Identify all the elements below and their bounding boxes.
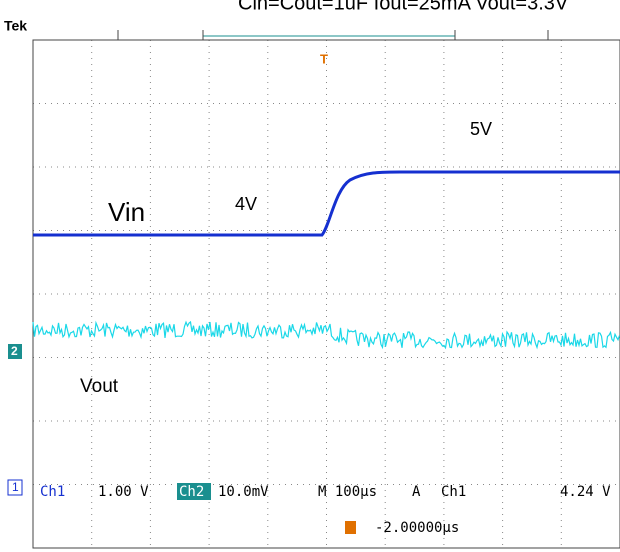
trigger-source: Ch1 — [441, 484, 466, 500]
trigger-marker: T — [320, 51, 328, 66]
vin-label: Vin — [108, 197, 145, 227]
ch2-scale: 10.0mV — [218, 484, 269, 500]
ch2-marker-label: 2 — [11, 344, 18, 358]
graticule — [33, 40, 620, 548]
graticule-border — [32, 39, 620, 549]
ch2-label: Ch2 — [179, 484, 204, 500]
timebase: M 100µs — [318, 484, 377, 500]
ch1-label: Ch1 — [40, 484, 65, 500]
position: -2.00000µs — [375, 520, 459, 536]
title: Cin=Cout=1uF Iout=25mA Vout=3.3V — [238, 0, 569, 14]
vout-trace — [32, 320, 620, 350]
position-icon — [345, 521, 356, 534]
ch1-scale: 1.00 V — [98, 484, 149, 500]
ch1-marker-label: 1 — [12, 480, 19, 494]
ch2-marker — [8, 344, 22, 359]
trigger-level: 4.24 V — [560, 484, 611, 500]
vin-trace — [33, 170, 620, 237]
trigger-mode: A — [412, 484, 421, 500]
brand: Tek — [4, 18, 27, 34]
vin-low-label: 4V — [235, 194, 257, 214]
vout-label: Vout — [80, 376, 119, 397]
vin-high-label: 5V — [470, 119, 492, 139]
ch1-marker — [7, 479, 23, 496]
ch2-badge — [177, 483, 211, 500]
